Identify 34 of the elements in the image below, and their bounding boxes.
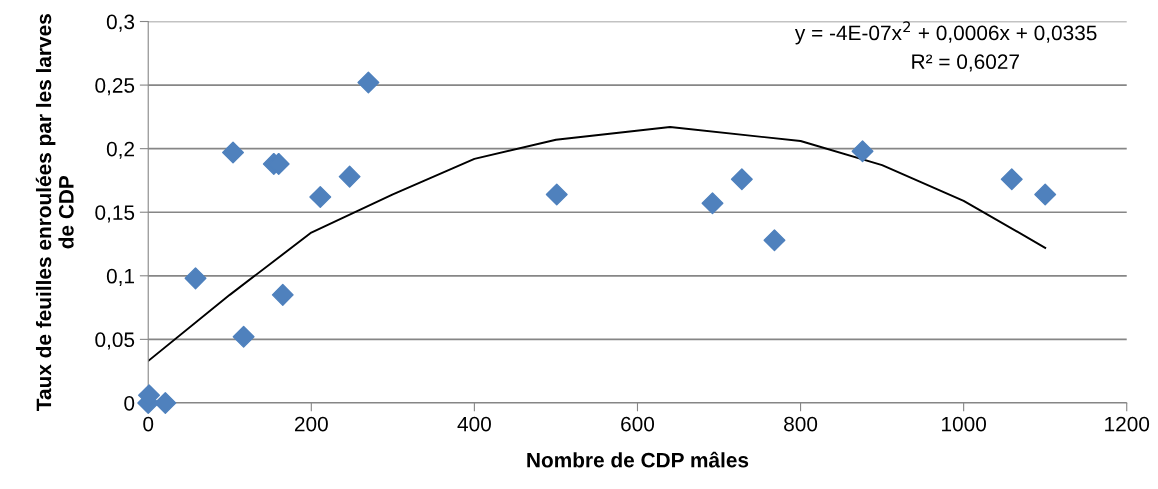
- point: [222, 141, 245, 164]
- y-axis-title: Taux de feuilles enroulées par les larves de CDP: [35, 14, 74, 411]
- x-axis-title: Nombre de CDP mâles: [527, 451, 749, 468]
- point: [701, 192, 724, 215]
- y-tick-label: 0,15: [95, 205, 135, 223]
- point: [309, 185, 332, 208]
- line-series: [148, 126, 1047, 362]
- point: [271, 283, 294, 306]
- x-tick-label: 0: [143, 416, 154, 432]
- point: [1000, 168, 1023, 191]
- y-tick-label: 0,1: [106, 268, 135, 287]
- annotation: y = -4E-07x$^{2}$ + 0,0006x + 0,0335: [794, 21, 1097, 45]
- x-tick-label: 400: [457, 416, 491, 432]
- point: [357, 71, 380, 94]
- x-tick-label: 200: [294, 416, 328, 432]
- point: [184, 267, 207, 290]
- point: [545, 183, 568, 206]
- x-tick-label: 1000: [942, 416, 987, 432]
- y-tick-label: 0,05: [95, 332, 135, 350]
- annotation: R² = 0,6027: [912, 54, 1019, 72]
- y-tick-label: 0,3: [106, 14, 135, 32]
- x-tick-label: 800: [784, 416, 818, 432]
- y-tick-label: 0,25: [95, 78, 135, 96]
- point: [851, 140, 874, 163]
- point: [338, 165, 361, 188]
- point: [232, 325, 255, 348]
- point: [1034, 183, 1057, 206]
- point: [154, 391, 177, 414]
- x-tick-label: 600: [621, 416, 655, 432]
- point: [730, 168, 753, 191]
- point: [763, 229, 786, 252]
- y-tick-label: 0: [124, 395, 135, 411]
- y-tick-label: 0,2: [106, 141, 134, 159]
- x-tick-label: 1200: [1105, 416, 1150, 432]
